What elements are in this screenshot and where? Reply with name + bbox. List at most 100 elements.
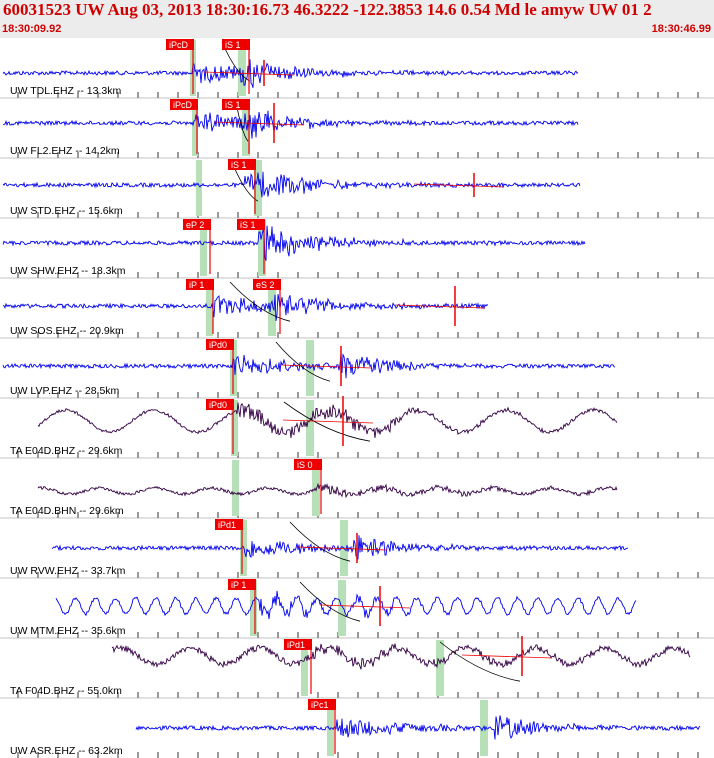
trace-row: iPcD iS 1 UW FL2.EHZ -- 14.2km — [0, 97, 714, 158]
pick-label-box[interactable] — [228, 579, 256, 590]
pick-label: iPcD — [169, 40, 189, 50]
residual-line — [319, 604, 411, 609]
pick-label: iPc1 — [311, 700, 329, 710]
pick-label-box[interactable] — [284, 639, 312, 650]
pick-window — [436, 640, 444, 696]
pick-label-box[interactable] — [237, 219, 265, 230]
residual-line — [461, 654, 553, 659]
pick-label: iP 1 — [189, 280, 204, 290]
station-label: UW SHW.EHZ -- 18.3km — [10, 265, 126, 277]
pick-window — [250, 580, 257, 636]
station-label: UW SOS.EHZ -- 20.9km — [10, 325, 124, 337]
start-time: 18:30:09.92 — [2, 23, 62, 35]
station-label: UW STD.EHZ -- 15.6km — [10, 205, 123, 217]
residual-line — [296, 546, 388, 551]
residual-line — [282, 419, 374, 424]
pick-window — [242, 100, 250, 156]
arrival-arc — [229, 281, 291, 322]
station-label: UW RVW.EHZ -- 33.7km — [10, 565, 126, 577]
end-time: 18:30:46.99 — [651, 23, 711, 35]
pick-label: eS 2 — [256, 280, 275, 290]
waveform — [37, 482, 618, 499]
waveform — [51, 535, 629, 560]
pick-label-box[interactable] — [308, 699, 336, 710]
trace-row: iP 1 eS 2 UW SOS.EHZ -- 20.9km — [0, 277, 714, 338]
pick-label: iS 1 — [231, 160, 247, 170]
residual-line — [413, 183, 505, 188]
pick-window — [200, 220, 207, 276]
waveform — [55, 590, 637, 620]
arrival-arc — [299, 581, 361, 622]
trace-row: iPd0 TA E04D.BHZ -- 29.6km — [0, 396, 714, 458]
pick-label: iS 1 — [225, 40, 241, 50]
pick-label: iPd0 — [209, 400, 227, 410]
pick-window — [312, 460, 320, 516]
trace-row: iPd1 UW RVW.EHZ -- 33.7km — [0, 517, 714, 578]
arrival-arc — [275, 341, 331, 382]
waveform — [2, 352, 616, 379]
waveform — [2, 110, 579, 139]
waveform — [37, 402, 618, 439]
pick-window — [196, 160, 202, 216]
pick-label: iP 1 — [231, 580, 246, 590]
residual-line — [280, 364, 372, 369]
pick-label-box[interactable] — [222, 99, 250, 110]
station-label: TA E04D.BHN -- 29.6km — [10, 505, 124, 517]
pick-label: iS 1 — [240, 220, 256, 230]
trace-row: iS 1 UW STD.EHZ -- 15.6km — [0, 157, 714, 218]
waveform — [2, 294, 489, 321]
pick-label-box[interactable] — [294, 459, 322, 470]
time-ticks — [17, 392, 699, 398]
time-ticks — [17, 332, 699, 338]
station-label: UW ASR.EHZ -- 63.2km — [10, 745, 123, 757]
waveform — [135, 715, 701, 740]
pick-window — [258, 220, 266, 276]
header-bar: 60031523 UW Aug 03, 2013 18:30:16.73 46.… — [0, 0, 714, 38]
trace-row: iP 1 UW MTM.EHZ -- 35.6km — [0, 577, 714, 638]
time-ticks — [17, 752, 699, 758]
arrival-arc — [439, 641, 521, 682]
residual-line — [394, 304, 486, 309]
pick-label-box[interactable] — [215, 519, 243, 530]
time-ticks — [17, 452, 699, 458]
trace-row: iPd1 TA F04D.BHZ -- 55.0km — [0, 636, 714, 698]
trace-row: iPc1 UW ASR.EHZ -- 63.2km — [0, 697, 714, 758]
time-ticks — [17, 632, 699, 638]
pick-label-box[interactable] — [228, 159, 256, 170]
pick-label-box[interactable] — [186, 279, 214, 290]
pick-window — [254, 160, 262, 216]
pick-window — [301, 640, 308, 696]
pick-label: iPd1 — [218, 520, 236, 530]
trace-row: iPd0 UW LVP.EHZ -- 28.5km — [0, 337, 714, 398]
pick-label: iPd0 — [209, 340, 227, 350]
pick-window — [306, 400, 314, 456]
pick-label: iPcD — [173, 100, 193, 110]
pick-label-box[interactable] — [206, 399, 234, 410]
pick-window — [231, 400, 238, 456]
pick-label: eP 2 — [186, 220, 204, 230]
pick-window — [338, 580, 346, 636]
trace-row: iS 0 TA E04D.BHN -- 29.6km — [0, 457, 714, 518]
station-label: UW FL2.EHZ -- 14.2km — [10, 145, 120, 157]
trace-row: iPcD iS 1 UW TDL.EHZ -- 13.3km — [2, 39, 699, 98]
pick-label-box[interactable] — [206, 339, 234, 350]
pick-window — [192, 100, 198, 156]
pick-window — [480, 700, 488, 756]
trace-row: eP 2 iS 1 UW SHW.EHZ -- 18.3km — [0, 217, 714, 278]
arrival-arc — [283, 401, 371, 442]
time-ticks — [17, 152, 699, 158]
pick-label: iS 1 — [225, 100, 241, 110]
waveform — [111, 643, 691, 670]
station-label: UW TDL.EHZ -- 13.3km — [10, 85, 121, 97]
pick-window — [268, 280, 276, 336]
waveform — [2, 59, 579, 88]
pick-label-box[interactable] — [166, 39, 194, 50]
time-ticks — [17, 572, 699, 578]
pick-label-box[interactable] — [253, 279, 281, 290]
pick-label-box[interactable] — [183, 219, 211, 230]
pick-label-box[interactable] — [170, 99, 198, 110]
station-label: TA F04D.BHZ -- 55.0km — [10, 685, 122, 697]
pick-label-box[interactable] — [222, 39, 250, 50]
station-label: TA E04D.BHZ -- 29.6km — [10, 445, 123, 457]
pick-label: iPd1 — [287, 640, 305, 650]
